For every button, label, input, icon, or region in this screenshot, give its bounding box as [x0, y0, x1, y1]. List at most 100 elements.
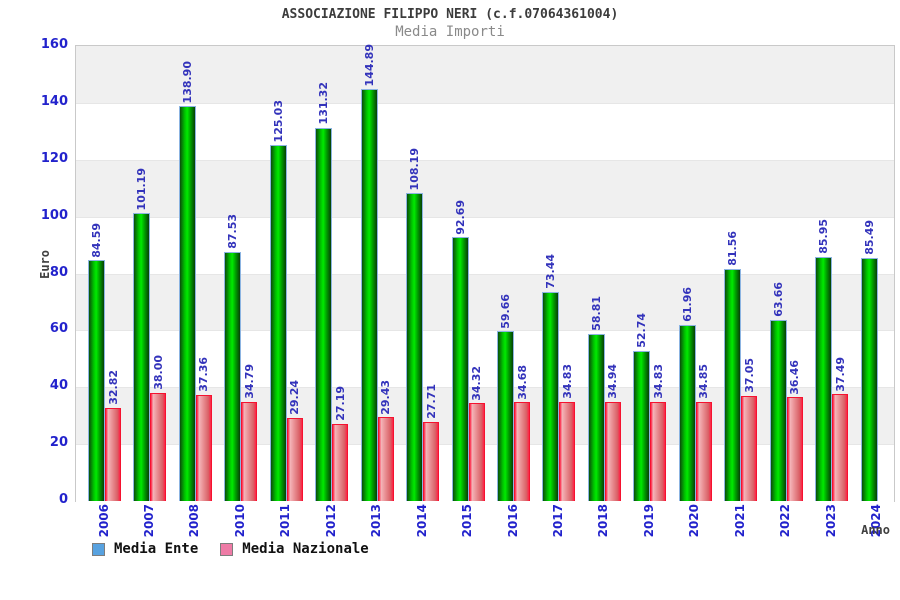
legend-item-media-ente: Media Ente: [92, 541, 198, 557]
bar-media-ente-2015: [451, 237, 469, 501]
bar-value-label: 37.36: [197, 356, 211, 392]
x-tick-label-2010: 2010: [232, 504, 247, 538]
bar-value-label: 36.46: [788, 359, 802, 395]
bar-value-label: 87.53: [226, 214, 240, 250]
bar-value-label: 29.24: [288, 380, 302, 415]
x-tick-label-2014: 2014: [414, 504, 429, 538]
x-tick-label-2006: 2006: [96, 504, 111, 538]
bar-media-nazionale-2023: [832, 394, 849, 501]
x-tick-label-2012: 2012: [323, 504, 338, 538]
bar-media-ente-2013: [360, 88, 378, 501]
bar-value-label: 92.69: [453, 199, 467, 235]
media-nazionale-swatch-icon: [220, 542, 234, 556]
grid-band: [76, 46, 894, 103]
chart-title: ASSOCIAZIONE FILIPPO NERI (c.f.070643610…: [281, 7, 619, 22]
bar-value-label: 63.66: [771, 282, 785, 317]
bar-media-nazionale-2019: [650, 401, 667, 501]
y-tick-label: 140: [40, 93, 68, 109]
grid-band: [76, 387, 894, 446]
bar-value-label: 58.81: [589, 295, 603, 331]
bar-value-label: 27.19: [333, 385, 347, 421]
y-tick-label: 60: [49, 321, 68, 337]
bar-value-label: 61.96: [680, 287, 694, 322]
bar-media-nazionale-2017: [559, 401, 576, 501]
bar-value-label: 101.19: [135, 167, 149, 211]
y-tick-label: 120: [40, 150, 68, 166]
bar-media-ente-2006: [88, 260, 105, 501]
x-tick-label-2007: 2007: [141, 504, 156, 538]
bar-media-ente-2018: [587, 333, 605, 501]
bar-media-nazionale-2022: [786, 397, 803, 501]
legend-item-media-nazionale: Media Nazionale: [220, 541, 369, 557]
bar-media-nazionale-2018: [604, 401, 621, 501]
x-tick-label-2018: 2018: [596, 504, 611, 538]
bar-media-nazionale-2016: [514, 402, 530, 501]
bar-media-ente-2012: [315, 127, 333, 501]
bar-value-label: 34.79: [242, 364, 256, 400]
x-tick-label-2021: 2021: [732, 504, 747, 538]
bar-media-ente-2023: [815, 256, 833, 501]
grid-band: [76, 216, 894, 275]
bar-value-label: 59.66: [499, 293, 512, 329]
bar-media-nazionale-2020: [695, 401, 712, 501]
bar-media-ente-2020: [678, 324, 696, 501]
y-tick-label: 100: [40, 207, 68, 223]
bar-value-label: 108.19: [408, 147, 422, 191]
grid-band: [76, 330, 894, 389]
bar-media-ente-2007: [133, 213, 151, 501]
bar-value-label: 131.32: [317, 82, 331, 125]
x-tick-label-2008: 2008: [187, 504, 202, 538]
bar-value-label: 27.71: [424, 384, 438, 420]
bar-media-nazionale-2013: [377, 417, 394, 501]
media-ente-swatch-icon: [92, 542, 105, 556]
bar-value-label: 84.59: [90, 222, 103, 258]
x-tick-label-2023: 2023: [823, 504, 838, 538]
y-tick-label: 0: [58, 492, 68, 507]
grid-band: [76, 159, 894, 218]
bar-value-label: 73.44: [544, 254, 558, 290]
bar-value-label: 34.94: [606, 363, 620, 399]
x-tick-label-2020: 2020: [687, 504, 702, 538]
y-tick-label: 80: [49, 264, 68, 280]
bar-media-ente-2021: [724, 269, 742, 501]
bar-value-label: 34.68: [515, 364, 529, 400]
x-axis-title: Anno: [861, 523, 890, 537]
bar-value-label: 37.49: [833, 356, 847, 392]
bar-value-label: 34.83: [651, 364, 665, 399]
bar-media-ente-2011: [269, 145, 287, 501]
legend: Media Ente Media Nazionale: [92, 541, 369, 557]
bar-media-ente-2024: [860, 257, 878, 501]
grid-band: [76, 102, 894, 161]
bar-media-nazionale-2014: [423, 422, 440, 501]
bar-media-nazionale-2008: [195, 394, 212, 501]
bar-media-ente-2019: [633, 351, 651, 501]
bar-value-label: 52.74: [635, 313, 649, 349]
bar-media-nazionale-2015: [468, 403, 485, 501]
x-tick-label-2019: 2019: [641, 504, 656, 538]
bar-value-label: 144.89: [362, 43, 376, 86]
bar-value-label: 34.85: [697, 364, 711, 399]
x-tick-label-2022: 2022: [778, 504, 793, 538]
bar-media-ente-2016: [497, 331, 514, 501]
bar-media-ente-2022: [769, 319, 787, 501]
y-tick-label: 160: [40, 37, 68, 52]
plot-area: 84.59 32.82 101.19 38.00 138.90 37.36 87.53 34.…: [75, 43, 895, 502]
bar-value-label: 85.49: [862, 220, 876, 255]
grid-band: [76, 273, 894, 332]
bar-media-nazionale-2007: [150, 392, 167, 501]
legend-label-media-nazionale: Media Nazionale: [242, 541, 369, 557]
bar-value-label: 32.82: [106, 369, 120, 405]
bar-value-label: 138.90: [180, 60, 194, 104]
bar-media-ente-2008: [178, 106, 196, 501]
bar-media-nazionale-2012: [332, 423, 349, 501]
x-tick-label-2016: 2016: [505, 504, 520, 538]
bar-value-label: 37.05: [742, 357, 756, 393]
bar-media-nazionale-2021: [741, 395, 758, 501]
legend-label-media-ente: Media Ente: [114, 541, 199, 557]
grid-band: [76, 444, 894, 502]
x-tick-label-2017: 2017: [550, 504, 565, 538]
bar-media-ente-2014: [406, 193, 424, 501]
bar-media-nazionale-2010: [241, 402, 258, 501]
bar-media-nazionale-2006: [105, 407, 121, 501]
